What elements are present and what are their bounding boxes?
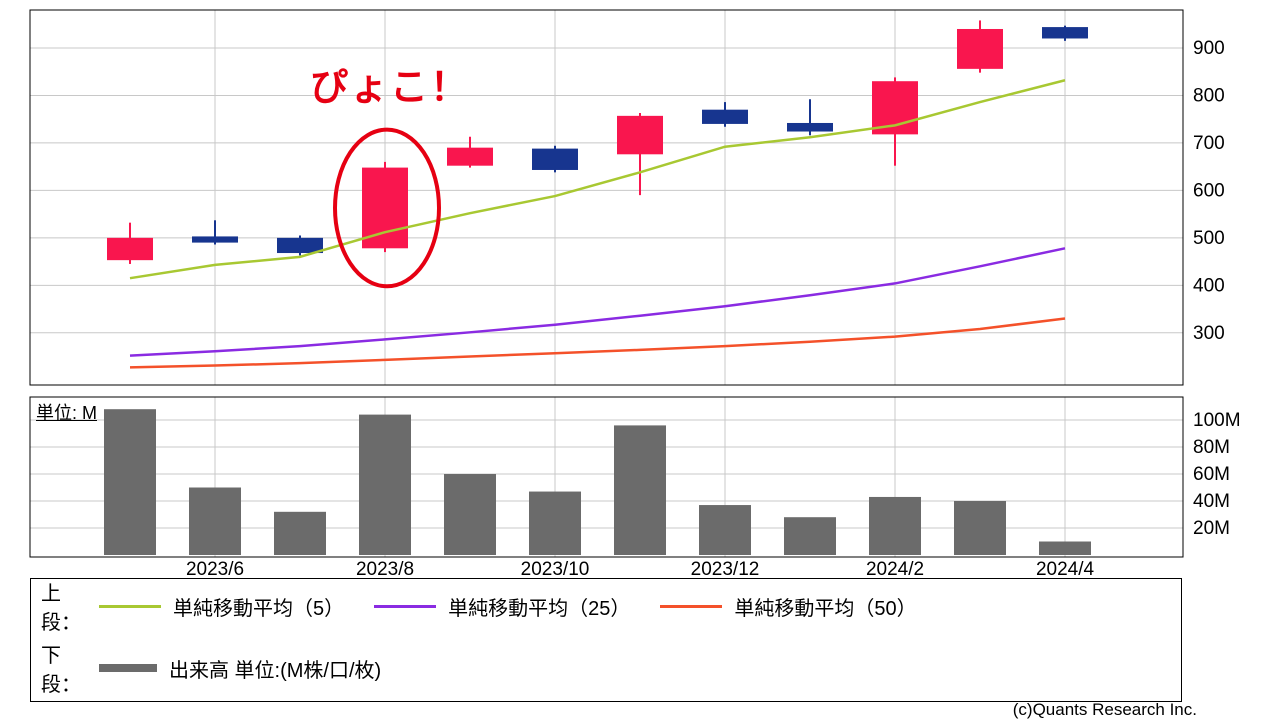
volume-bar bbox=[954, 501, 1006, 555]
candle-body bbox=[617, 115, 663, 155]
sma5-line bbox=[129, 79, 1066, 280]
volume-bar bbox=[614, 425, 666, 555]
sma50-line bbox=[129, 317, 1066, 369]
x-tick-label: 2024/4 bbox=[1036, 559, 1095, 580]
candle-body bbox=[362, 167, 408, 249]
x-tick-label: 2023/6 bbox=[186, 559, 244, 580]
volume-bar bbox=[189, 487, 241, 555]
volume-panel-border bbox=[29, 396, 1184, 558]
volume-bar-sample bbox=[99, 664, 157, 672]
annotation-ellipse bbox=[333, 127, 441, 289]
candle-body bbox=[532, 148, 578, 170]
volume-bar bbox=[104, 409, 156, 555]
sma5-line-sample bbox=[99, 604, 161, 608]
price-tick-label: 400 bbox=[1193, 275, 1225, 296]
volume-bars bbox=[104, 409, 1091, 555]
volume-bar bbox=[274, 511, 326, 555]
volume-tick-label: 100M bbox=[1193, 410, 1241, 431]
legend-lower-label: 下段： bbox=[41, 645, 81, 696]
candle-body bbox=[447, 147, 493, 166]
x-axis-labels: 2023/6 2023/8 2023/10 2023/12 2024/2 2024/4 bbox=[186, 559, 1095, 580]
y-axis-labels: 300 400 500 600 700 800 900 20M 40M 60M 80M 100M bbox=[1193, 38, 1241, 539]
volume-tick-label: 20M bbox=[1193, 518, 1230, 539]
x-tick-label: 2023/8 bbox=[356, 559, 414, 580]
copyright: (c)Quants Research Inc. bbox=[1012, 700, 1197, 719]
x-tick-label: 2023/10 bbox=[521, 559, 590, 580]
legend-item-sma50: 単純移動平均（50） bbox=[660, 592, 917, 621]
candle-body bbox=[957, 28, 1003, 69]
candle-body bbox=[107, 237, 153, 261]
sma25-line bbox=[129, 247, 1066, 357]
volume-bar bbox=[444, 474, 496, 555]
legend-item-sma25: 単純移動平均（25） bbox=[374, 592, 630, 621]
legend-lower-row: 下段： 出来高 単位:(M株/口/枚) bbox=[31, 645, 1181, 696]
candle-body bbox=[1042, 27, 1088, 39]
price-tick-label: 600 bbox=[1193, 180, 1225, 201]
volume-tick-label: 40M bbox=[1193, 491, 1230, 512]
candle-body bbox=[192, 236, 238, 243]
volume-bar bbox=[1039, 541, 1091, 555]
legend-upper-row: 上段： 単純移動平均（5） 単純移動平均（25） 単純移動平均（50） bbox=[31, 583, 1181, 634]
price-tick-label: 300 bbox=[1193, 323, 1225, 344]
candle-body bbox=[787, 122, 833, 132]
gridlines bbox=[30, 10, 1183, 557]
legend-item-volume: 出来高 単位:(M株/口/枚) bbox=[99, 654, 381, 683]
sma25-label: 単純移動平均（25） bbox=[448, 597, 631, 620]
price-tick-label: 500 bbox=[1193, 228, 1225, 249]
price-tick-label: 900 bbox=[1193, 38, 1225, 59]
sma5-label: 単純移動平均（5） bbox=[173, 597, 345, 620]
volume-label: 出来高 単位:(M株/口/枚) bbox=[169, 659, 382, 682]
candle-body bbox=[702, 109, 748, 124]
legend: 上段： 単純移動平均（5） 単純移動平均（25） 単純移動平均（50） 下段： … bbox=[30, 578, 1182, 702]
volume-bar bbox=[529, 491, 581, 555]
price-panel-border bbox=[29, 9, 1184, 386]
sma50-line-sample bbox=[660, 604, 723, 608]
x-tick-label: 2024/2 bbox=[866, 559, 924, 580]
legend-upper-label: 上段： bbox=[41, 583, 81, 634]
x-tick-label: 2023/12 bbox=[691, 559, 760, 580]
candle-body bbox=[277, 237, 323, 254]
sma25-line-sample bbox=[374, 604, 437, 608]
legend-item-sma5: 単純移動平均（5） bbox=[99, 592, 344, 621]
volume-bar bbox=[784, 517, 836, 555]
volume-unit-label: 単位: M bbox=[36, 403, 97, 423]
candles bbox=[107, 20, 1088, 264]
volume-bar bbox=[359, 414, 411, 555]
price-tick-label: 700 bbox=[1193, 133, 1225, 154]
volume-bar bbox=[869, 496, 921, 555]
volume-tick-label: 60M bbox=[1193, 464, 1230, 485]
price-tick-label: 800 bbox=[1193, 85, 1225, 106]
annotation-text: ぴょこ！ bbox=[309, 67, 470, 109]
sma50-label: 単純移動平均（50） bbox=[734, 597, 917, 620]
volume-tick-label: 80M bbox=[1193, 437, 1230, 458]
volume-bar bbox=[699, 505, 751, 555]
